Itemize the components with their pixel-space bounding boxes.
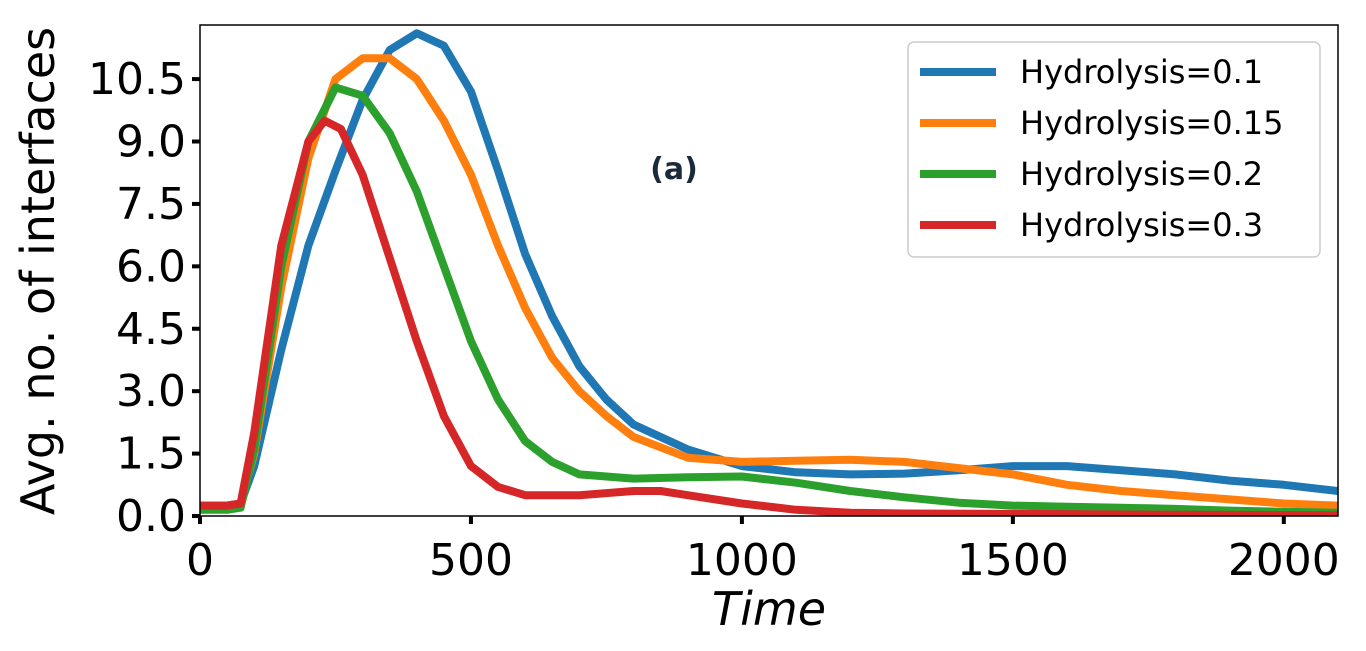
y-tick-label: 1.5: [116, 429, 186, 480]
x-tick-label: 2000: [1228, 535, 1340, 586]
legend: Hydrolysis=0.1 Hydrolysis=0.15 Hydrolysi…: [907, 41, 1321, 258]
x-tick-label: 1500: [957, 535, 1069, 586]
legend-label-hydrolysis-0-1: Hydrolysis=0.1: [1020, 53, 1263, 91]
y-tick-label: 10.5: [88, 54, 186, 105]
legend-label-hydrolysis-0-2: Hydrolysis=0.2: [1020, 155, 1263, 193]
axes-frame: [199, 24, 1339, 517]
legend-label-hydrolysis-0-15: Hydrolysis=0.15: [1020, 104, 1283, 142]
series-line-hydrolysis-0-1: [200, 29, 1338, 510]
y-tick-label: 6.0: [116, 241, 186, 292]
x-tick-label: 1000: [686, 535, 798, 586]
x-axis: 0 500 1000 1500 2000: [186, 516, 1340, 586]
legend-label-hydrolysis-0-3: Hydrolysis=0.3: [1020, 206, 1263, 244]
y-tick-label: 3.0: [116, 366, 186, 417]
x-tick-label: 500: [429, 535, 513, 586]
y-tick-label: 9.0: [116, 117, 186, 168]
panel-annotation: (a): [650, 152, 698, 187]
series-line-hydrolysis-0-3: [200, 116, 1338, 516]
x-tick-label: 0: [186, 535, 214, 586]
y-tick-label: 7.5: [116, 179, 186, 230]
y-tick-label: 4.5: [116, 304, 186, 355]
y-tick-label: 0.0: [116, 491, 186, 542]
y-axis: 0.0 1.5 3.0 4.5 6.0 7.5 9.0 10.5: [88, 54, 200, 542]
x-axis-title: Time: [712, 582, 826, 636]
y-axis-title: Avg. no. of interfaces: [11, 27, 65, 515]
plot-area: [200, 29, 1338, 516]
legend-box: [907, 41, 1321, 258]
